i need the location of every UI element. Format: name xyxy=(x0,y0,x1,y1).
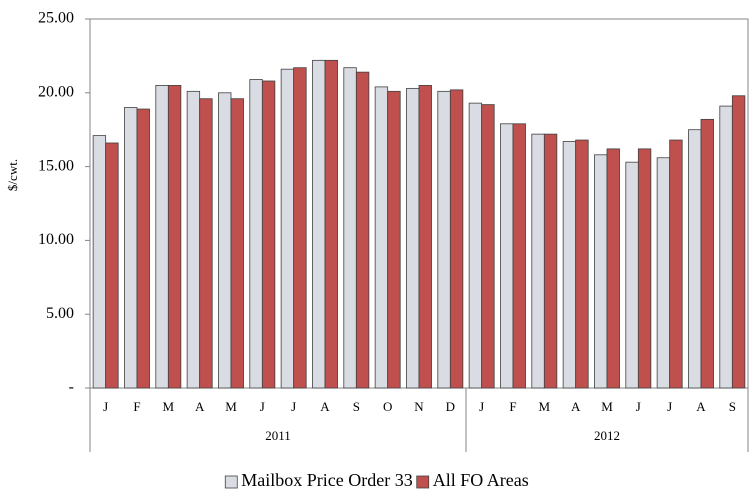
bar xyxy=(387,90,401,389)
x-tick-label: F xyxy=(133,399,140,414)
x-tick-label: M xyxy=(539,399,551,414)
x-tick-label: O xyxy=(383,399,392,414)
bar xyxy=(625,161,639,389)
x-tick-label: D xyxy=(446,399,455,414)
bar xyxy=(637,148,652,389)
bar xyxy=(186,90,201,389)
bar xyxy=(656,157,671,389)
bar xyxy=(218,92,232,389)
y-axis-label: $/cwt. xyxy=(5,159,20,191)
group-label: 2012 xyxy=(594,428,620,443)
x-tick-label: A xyxy=(696,399,706,414)
y-tick-label: 10.00 xyxy=(38,231,74,248)
bar xyxy=(249,79,263,389)
bar xyxy=(481,104,495,389)
legend-swatch xyxy=(224,475,238,489)
bar xyxy=(575,139,589,389)
bar xyxy=(543,133,558,389)
bar xyxy=(280,68,295,389)
legend-swatch xyxy=(416,475,430,489)
bar xyxy=(468,102,483,389)
bar xyxy=(261,80,276,389)
x-tick-label: F xyxy=(509,399,516,414)
x-tick-label: J xyxy=(260,399,265,414)
x-tick-label: M xyxy=(163,399,175,414)
y-tick-label: 20.00 xyxy=(38,83,74,100)
bar xyxy=(105,142,119,389)
bar xyxy=(230,98,244,389)
bar xyxy=(512,123,526,389)
x-tick-label: M xyxy=(225,399,237,414)
x-tick-label: J xyxy=(636,399,641,414)
x-tick-label: A xyxy=(571,399,581,414)
x-tick-label: S xyxy=(353,399,360,414)
bar xyxy=(124,107,138,389)
x-tick-label: A xyxy=(195,399,205,414)
legend-label: All FO Areas xyxy=(433,470,529,490)
bar xyxy=(406,87,420,389)
x-tick-label: M xyxy=(601,399,613,414)
x-tick-label: J xyxy=(291,399,296,414)
bar xyxy=(92,135,107,389)
group-label: 2011 xyxy=(265,428,291,443)
x-tick-label: J xyxy=(667,399,672,414)
x-tick-label: J xyxy=(479,399,484,414)
y-tick-label: 5.00 xyxy=(46,305,74,322)
x-tick-label: N xyxy=(414,399,424,414)
bar xyxy=(293,67,307,389)
bar xyxy=(594,154,608,389)
bar xyxy=(688,129,702,389)
bar xyxy=(500,123,514,389)
bar xyxy=(731,95,746,389)
bar xyxy=(449,89,464,389)
x-tick-label: A xyxy=(320,399,330,414)
bar xyxy=(155,85,169,389)
bar xyxy=(562,141,577,389)
bar xyxy=(324,59,338,389)
bar xyxy=(606,148,620,389)
bar xyxy=(374,86,389,389)
bar xyxy=(136,108,150,389)
bar xyxy=(418,85,432,389)
bar xyxy=(355,71,370,389)
bar xyxy=(700,118,714,389)
bar xyxy=(531,133,545,389)
x-tick-label: S xyxy=(729,399,736,414)
bar xyxy=(437,90,451,389)
y-tick-label: 25.00 xyxy=(38,10,74,27)
bar xyxy=(343,67,357,389)
x-tick-label: J xyxy=(103,399,108,414)
legend-label: Mailbox Price Order 33 xyxy=(241,470,412,490)
y-tick-label: - xyxy=(69,379,74,396)
bar xyxy=(719,105,733,389)
bar xyxy=(669,139,683,389)
bar xyxy=(312,59,326,389)
bar xyxy=(199,98,213,389)
y-tick-label: 15.00 xyxy=(38,157,74,174)
bar xyxy=(167,85,182,389)
